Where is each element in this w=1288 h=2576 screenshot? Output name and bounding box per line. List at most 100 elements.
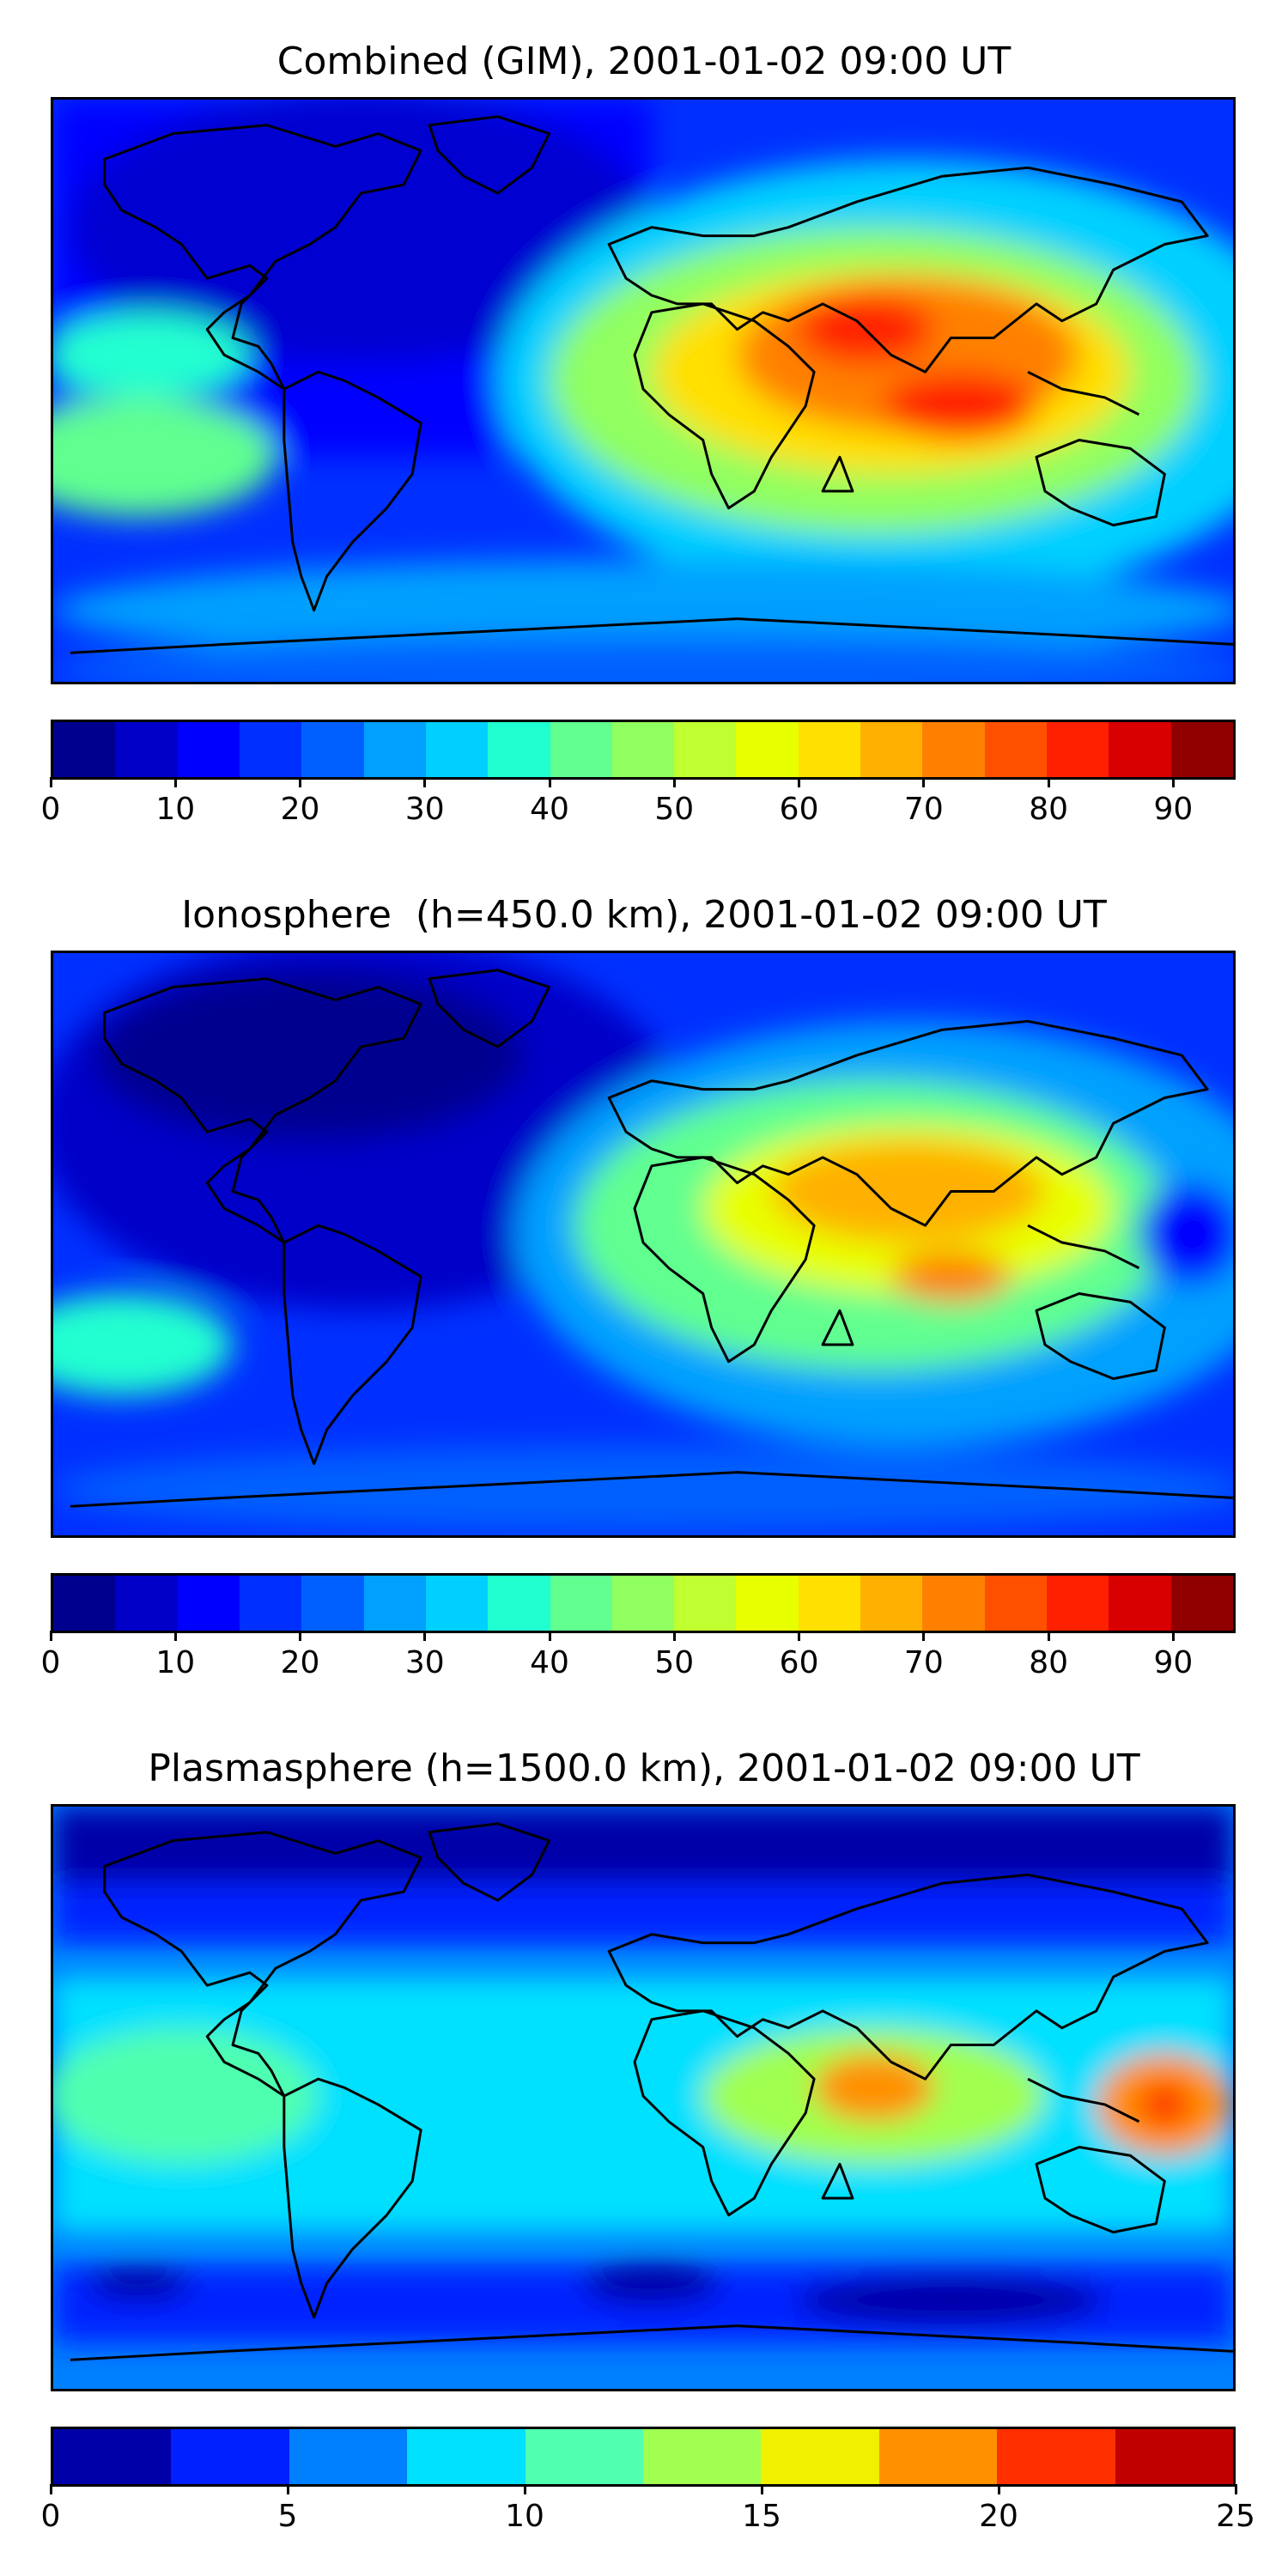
colorbar-tick <box>922 1631 926 1641</box>
colorbar-segment <box>550 722 612 777</box>
colorbar-segment <box>115 722 178 777</box>
colorbar-tick-label: 90 <box>1153 792 1194 827</box>
map-plasmasphere <box>51 1804 1236 2391</box>
colorbar-segment <box>860 722 923 777</box>
colorbar-tick-label: 40 <box>530 1645 569 1680</box>
colorbar-tick-label: 5 <box>277 2499 298 2534</box>
colorbar-segment <box>239 1576 302 1631</box>
colorbar-segment <box>53 722 116 777</box>
colorbar-combined <box>51 720 1236 780</box>
colorbar-tick <box>286 2484 289 2494</box>
colorbar-segment <box>115 1576 178 1631</box>
colorbar-tick <box>299 1631 302 1641</box>
colorbar-plasmasphere <box>51 2427 1236 2487</box>
colorbar-tick-label: 50 <box>654 792 695 827</box>
colorbar-tick-label: 10 <box>155 1645 196 1680</box>
colorbar-tick <box>997 2484 1000 2494</box>
colorbar-tick <box>798 1631 801 1641</box>
colorbar-tick-label: 50 <box>654 1645 695 1680</box>
colorbar-tick-label: 30 <box>404 792 445 827</box>
colorbar-tick <box>760 2484 763 2494</box>
colorbar-tick-label: 80 <box>1029 792 1068 827</box>
colorbar-segment <box>1109 1576 1171 1631</box>
colorbar-tick <box>672 1631 676 1641</box>
colorbar-segment <box>1170 722 1233 777</box>
colorbar-tick-label: 80 <box>1029 1645 1068 1680</box>
colorbar-tick-label: 15 <box>742 2499 781 2534</box>
colorbar-tick <box>798 777 801 787</box>
colorbar-segment <box>860 1576 923 1631</box>
colorbar-segment <box>525 2429 644 2484</box>
colorbar-segment <box>674 1576 737 1631</box>
colorbar-tick <box>423 777 427 787</box>
colorbar-segment <box>643 2429 762 2484</box>
colorbar-tick-label: 10 <box>505 2499 544 2534</box>
colorbar-tick <box>49 1631 52 1641</box>
colorbar-segment <box>363 722 426 777</box>
colorbar-tick-label: 10 <box>155 792 196 827</box>
colorbar-segment <box>488 722 550 777</box>
colorbar-segment <box>922 1576 985 1631</box>
colorbar-segment <box>922 722 985 777</box>
colorbar-segment <box>1047 722 1109 777</box>
colorbar-segment <box>761 2429 879 2484</box>
colorbar-tick <box>1047 1631 1050 1641</box>
colorbar-tick-label: 20 <box>280 792 320 827</box>
colorbar-segment <box>736 1576 799 1631</box>
colorbar-tick <box>672 777 676 787</box>
colorbar-tick-label: 0 <box>40 792 61 827</box>
colorbar-segment <box>736 722 799 777</box>
colorbar-tick <box>548 777 551 787</box>
colorbar-segment <box>1115 2429 1234 2484</box>
colorbar-segment <box>301 1576 364 1631</box>
colorbar-tick-label: 30 <box>404 1645 445 1680</box>
colorbar-segment <box>425 722 489 777</box>
colorbar-segment <box>425 1576 489 1631</box>
colorbar-tick-label: 20 <box>280 1645 320 1680</box>
colorbar-segment <box>177 1576 240 1631</box>
colorbar-segment <box>984 1576 1047 1631</box>
colorbar-segment <box>798 722 861 777</box>
colorbar-segment <box>798 1576 861 1631</box>
colorbar-tick-label: 20 <box>979 2499 1018 2534</box>
colorbar-segment <box>289 2429 408 2484</box>
colorbar-segment <box>674 722 737 777</box>
colorbar-tick-label: 60 <box>779 1645 819 1680</box>
colorbar-segment <box>363 1576 426 1631</box>
colorbar-tick-label: 70 <box>903 792 944 827</box>
colorbar-tick-label: 0 <box>40 1645 61 1680</box>
colorbar-tick <box>173 1631 177 1641</box>
colorbar-tick <box>523 2484 526 2494</box>
colorbar-segment <box>1047 1576 1109 1631</box>
colorbar-tick-label: 60 <box>779 792 819 827</box>
colorbar-tick-label: 40 <box>530 792 569 827</box>
colorbar-segment <box>53 2429 172 2484</box>
colorbar-tick <box>1047 777 1050 787</box>
map-ionosphere <box>51 951 1236 1538</box>
panel-title-combined: Combined (GIM), 2001-01-02 09:00 UT <box>276 39 1012 83</box>
colorbar-segment <box>301 722 364 777</box>
colorbar-tick <box>1234 2484 1237 2494</box>
colorbar-tick-label: 90 <box>1153 1645 1194 1680</box>
colorbar-segment <box>1170 1576 1233 1631</box>
colorbar-segment <box>1109 722 1171 777</box>
colorbar-tick <box>1171 777 1175 787</box>
colorbar-tick-label: 0 <box>40 2499 61 2534</box>
panel-title-ionosphere: Ionosphere (h=450.0 km), 2001-01-02 09:0… <box>181 893 1107 937</box>
map-combined <box>51 97 1236 684</box>
colorbar-tick <box>922 777 926 787</box>
colorbar-segment <box>407 2429 526 2484</box>
colorbar-segment <box>611 722 675 777</box>
colorbar-tick <box>423 1631 427 1641</box>
colorbar-tick <box>173 777 177 787</box>
colorbar-tick <box>49 777 52 787</box>
colorbar-segment <box>53 1576 116 1631</box>
colorbar-segment <box>488 1576 550 1631</box>
panel-title-plasmasphere: Plasmasphere (h=1500.0 km), 2001-01-02 0… <box>148 1747 1140 1790</box>
colorbar-segment <box>239 722 302 777</box>
colorbar-tick <box>299 777 302 787</box>
colorbar-segment <box>171 2429 289 2484</box>
colorbar-segment <box>997 2429 1115 2484</box>
colorbar-tick <box>548 1631 551 1641</box>
colorbar-tick <box>1171 1631 1175 1641</box>
